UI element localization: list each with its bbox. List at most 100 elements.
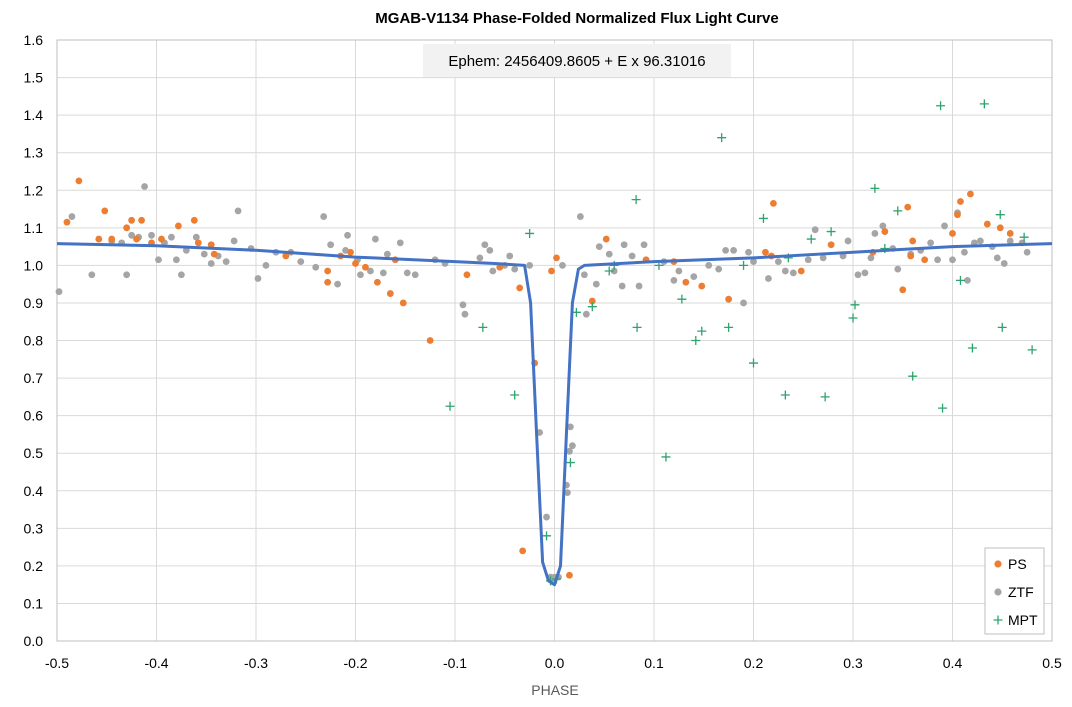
ps-point [190, 216, 198, 224]
ps-point [75, 177, 83, 185]
mpt-point [631, 195, 641, 205]
mpt-point [724, 322, 734, 332]
ps-point [725, 295, 733, 303]
ztf-point [320, 213, 328, 220]
ps-point [324, 278, 332, 286]
y-tick-label: 1.2 [24, 182, 44, 198]
ztf-point [403, 269, 411, 277]
ztf-point [867, 254, 875, 262]
ps-point [698, 282, 706, 290]
ztf-point [128, 231, 136, 239]
ztf-point [949, 256, 956, 264]
ps-point [1006, 230, 1014, 237]
legend-label-mpt: MPT [1008, 612, 1038, 628]
ps-point [762, 248, 769, 256]
mpt-point [850, 300, 860, 310]
ps-point [904, 203, 912, 211]
y-axis-ticks: 0.0 0.1 0.2 0.3 0.4 0.5 0.6 0.7 0.8 0.9 1.0 1.1 1.2 1… [24, 32, 44, 649]
ps-point [996, 224, 1004, 232]
ztf-point [635, 282, 643, 290]
mpt-point [967, 343, 977, 353]
y-tick-label: 0.0 [24, 633, 44, 649]
ztf-point [628, 252, 636, 260]
ztf-point [506, 252, 514, 260]
ztf-point [811, 226, 819, 234]
ztf-point [68, 213, 76, 220]
mpt-point [565, 458, 575, 468]
mpt-point [955, 275, 965, 285]
ztf-point [396, 239, 404, 247]
ps-point [207, 241, 215, 249]
chart-legend: PS ZTF MPT [984, 547, 1045, 635]
mpt-point [510, 390, 520, 400]
ztf-point [580, 271, 588, 279]
series-ztf [55, 183, 1031, 581]
mpt-point [632, 322, 642, 332]
ztf-point [262, 261, 270, 269]
ztf-point [200, 250, 208, 258]
ztf-point [781, 267, 789, 275]
legend-marker-ps [994, 560, 1002, 568]
ztf-point [620, 241, 628, 249]
y-tick-label: 1.6 [24, 32, 44, 48]
mpt-point [525, 228, 535, 238]
ztf-point [234, 207, 242, 215]
ztf-point [961, 248, 968, 256]
ps-point [553, 254, 560, 262]
ztf-point [740, 299, 747, 307]
y-tick-label: 0.4 [24, 483, 44, 499]
model-curve-line [56, 242, 1053, 587]
y-tick-label: 1.3 [24, 145, 44, 161]
ps-point [138, 216, 145, 224]
x-tick-label: 0.3 [843, 655, 863, 671]
ps-point [949, 230, 956, 237]
y-tick-label: 0.6 [24, 408, 44, 424]
ztf-point [941, 222, 948, 230]
legend-label-ps: PS [1008, 556, 1027, 572]
ztf-point [148, 231, 155, 239]
ztf-point [461, 310, 469, 318]
ps-point [101, 207, 109, 215]
legend-label-ztf: ZTF [1008, 584, 1034, 600]
x-tick-label: 0.5 [1042, 655, 1062, 671]
ztf-point [177, 271, 185, 279]
ztf-point [141, 183, 148, 190]
y-tick-label: 0.7 [24, 370, 44, 386]
ps-point [909, 237, 917, 245]
x-tick-label: -0.4 [144, 655, 168, 671]
mpt-point [908, 371, 918, 381]
ztf-point [88, 271, 96, 279]
ztf-point [610, 267, 618, 275]
ephemeris-annotation: Ephem: 2456409.8605 + E x 96.31016 [423, 44, 731, 77]
ztf-point [297, 258, 305, 266]
ztf-point [690, 273, 698, 281]
ps-point [108, 235, 116, 243]
y-tick-label: 0.8 [24, 333, 44, 349]
ztf-point [670, 277, 678, 284]
x-tick-label: 0.4 [943, 655, 963, 671]
mpt-point [938, 403, 948, 413]
mpt-point [587, 302, 597, 312]
ztf-point [254, 275, 262, 282]
annotation-text: Ephem: 2456409.8605 + E x 96.31016 [448, 53, 705, 70]
ztf-point [592, 280, 600, 288]
ztf-point [327, 241, 335, 249]
annotation-box [423, 44, 731, 77]
ps-point [519, 547, 527, 555]
ztf-point [357, 271, 364, 279]
legend-marker-ztf [994, 588, 1002, 596]
ps-point [516, 284, 524, 292]
ztf-point [123, 271, 131, 279]
ps-point [954, 211, 961, 219]
chart-title: MGAB-V1134 Phase-Folded Normalized Flux … [375, 10, 778, 27]
ztf-point [861, 269, 869, 277]
x-tick-label: 0.2 [744, 655, 764, 671]
ztf-point [854, 271, 862, 279]
ztf-point [207, 260, 215, 267]
y-tick-label: 1.4 [24, 107, 44, 123]
mpt-point [1019, 232, 1029, 242]
mpt-point [691, 336, 701, 345]
ztf-point [559, 261, 566, 269]
ps-point [174, 222, 182, 230]
